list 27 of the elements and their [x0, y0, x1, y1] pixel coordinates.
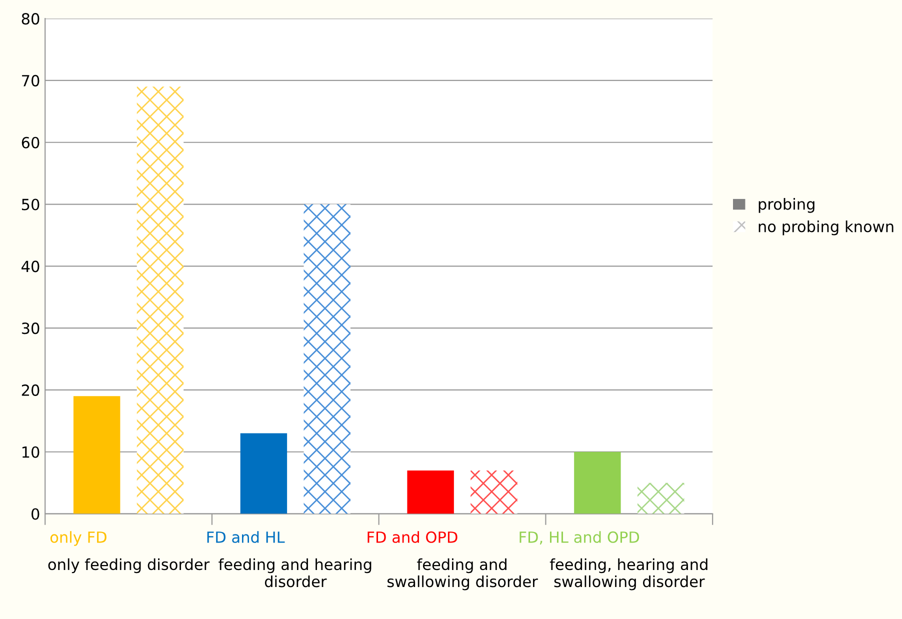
bar [574, 452, 621, 514]
bar [136, 86, 184, 514]
text: feeding and swallowing disorder [387, 558, 538, 590]
bar [407, 470, 454, 514]
y-tick-label: 70 [22, 74, 40, 86]
y-tick-label: 20 [22, 384, 40, 396]
text: feeding, hearing and swallowing disorder [550, 558, 708, 590]
text: no probing known [758, 220, 894, 236]
bar [304, 204, 350, 514]
text: only feeding disorder [48, 558, 210, 574]
x-tick-label: FD, HL and OPD [520, 531, 640, 544]
y-tick-label: 80 [22, 13, 40, 25]
y-tick-label: 30 [22, 322, 40, 334]
bar [637, 482, 684, 514]
y-tick-label: 50 [22, 198, 40, 210]
bar [73, 396, 120, 514]
y-tick-label: 40 [22, 260, 40, 272]
x-tick-label: only FD [50, 531, 106, 546]
bar [240, 433, 288, 514]
y-tick-label: 60 [22, 136, 40, 148]
y-tick-label: 10 [22, 446, 40, 458]
text: feeding and hearing disorder [218, 558, 372, 588]
x-tick-label: FD and OPD [368, 531, 458, 543]
bar [470, 470, 518, 514]
x-tick-label: FD and HL [207, 531, 285, 543]
text: probing [758, 198, 814, 213]
y-tick-label: 0 [32, 508, 40, 520]
